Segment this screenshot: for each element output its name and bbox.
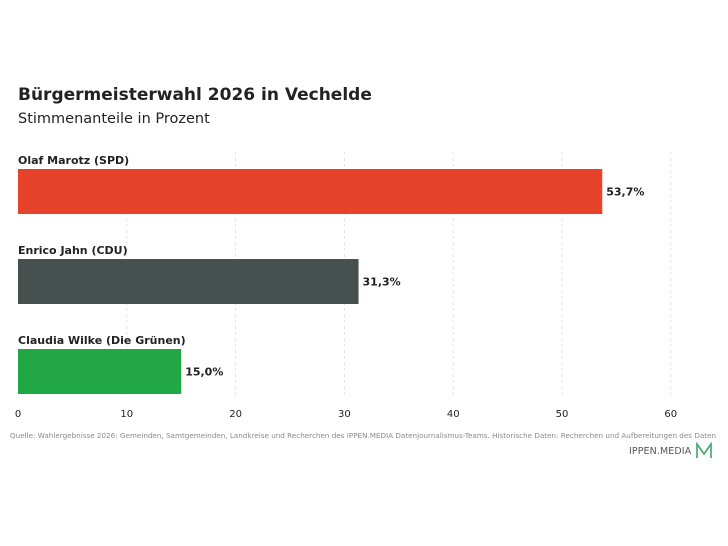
source-note: Quelle: Wahlergebnisse 2026: Gemeinden, …: [10, 431, 717, 440]
bar: [18, 259, 359, 304]
category-label: Olaf Marotz (SPD): [18, 154, 129, 167]
chart-subtitle: Stimmenanteile in Prozent: [18, 111, 210, 127]
brand-name: IPPEN.MEDIA: [629, 445, 692, 457]
category-label: Enrico Jahn (CDU): [18, 244, 128, 257]
x-tick-label: 10: [120, 409, 133, 420]
x-tick-label: 50: [556, 409, 569, 420]
category-label: Claudia Wilke (Die Grünen): [18, 334, 186, 347]
value-label: 31,3%: [363, 276, 401, 289]
brand-footer: IPPEN.MEDIA: [629, 442, 713, 460]
x-tick-label: 40: [447, 409, 460, 420]
ippen-media-logo-icon: [696, 442, 713, 458]
value-label: 15,0%: [185, 366, 223, 379]
x-tick-label: 0: [15, 409, 21, 420]
bar: [18, 169, 603, 214]
bar: [18, 349, 182, 394]
chart-title: Bürgermeisterwahl 2026 in Vechelde: [18, 85, 372, 105]
x-tick-label: 60: [664, 409, 677, 420]
x-tick-label: 30: [338, 409, 351, 420]
x-tick-label: 20: [229, 409, 242, 420]
value-label: 53,7%: [606, 186, 644, 199]
